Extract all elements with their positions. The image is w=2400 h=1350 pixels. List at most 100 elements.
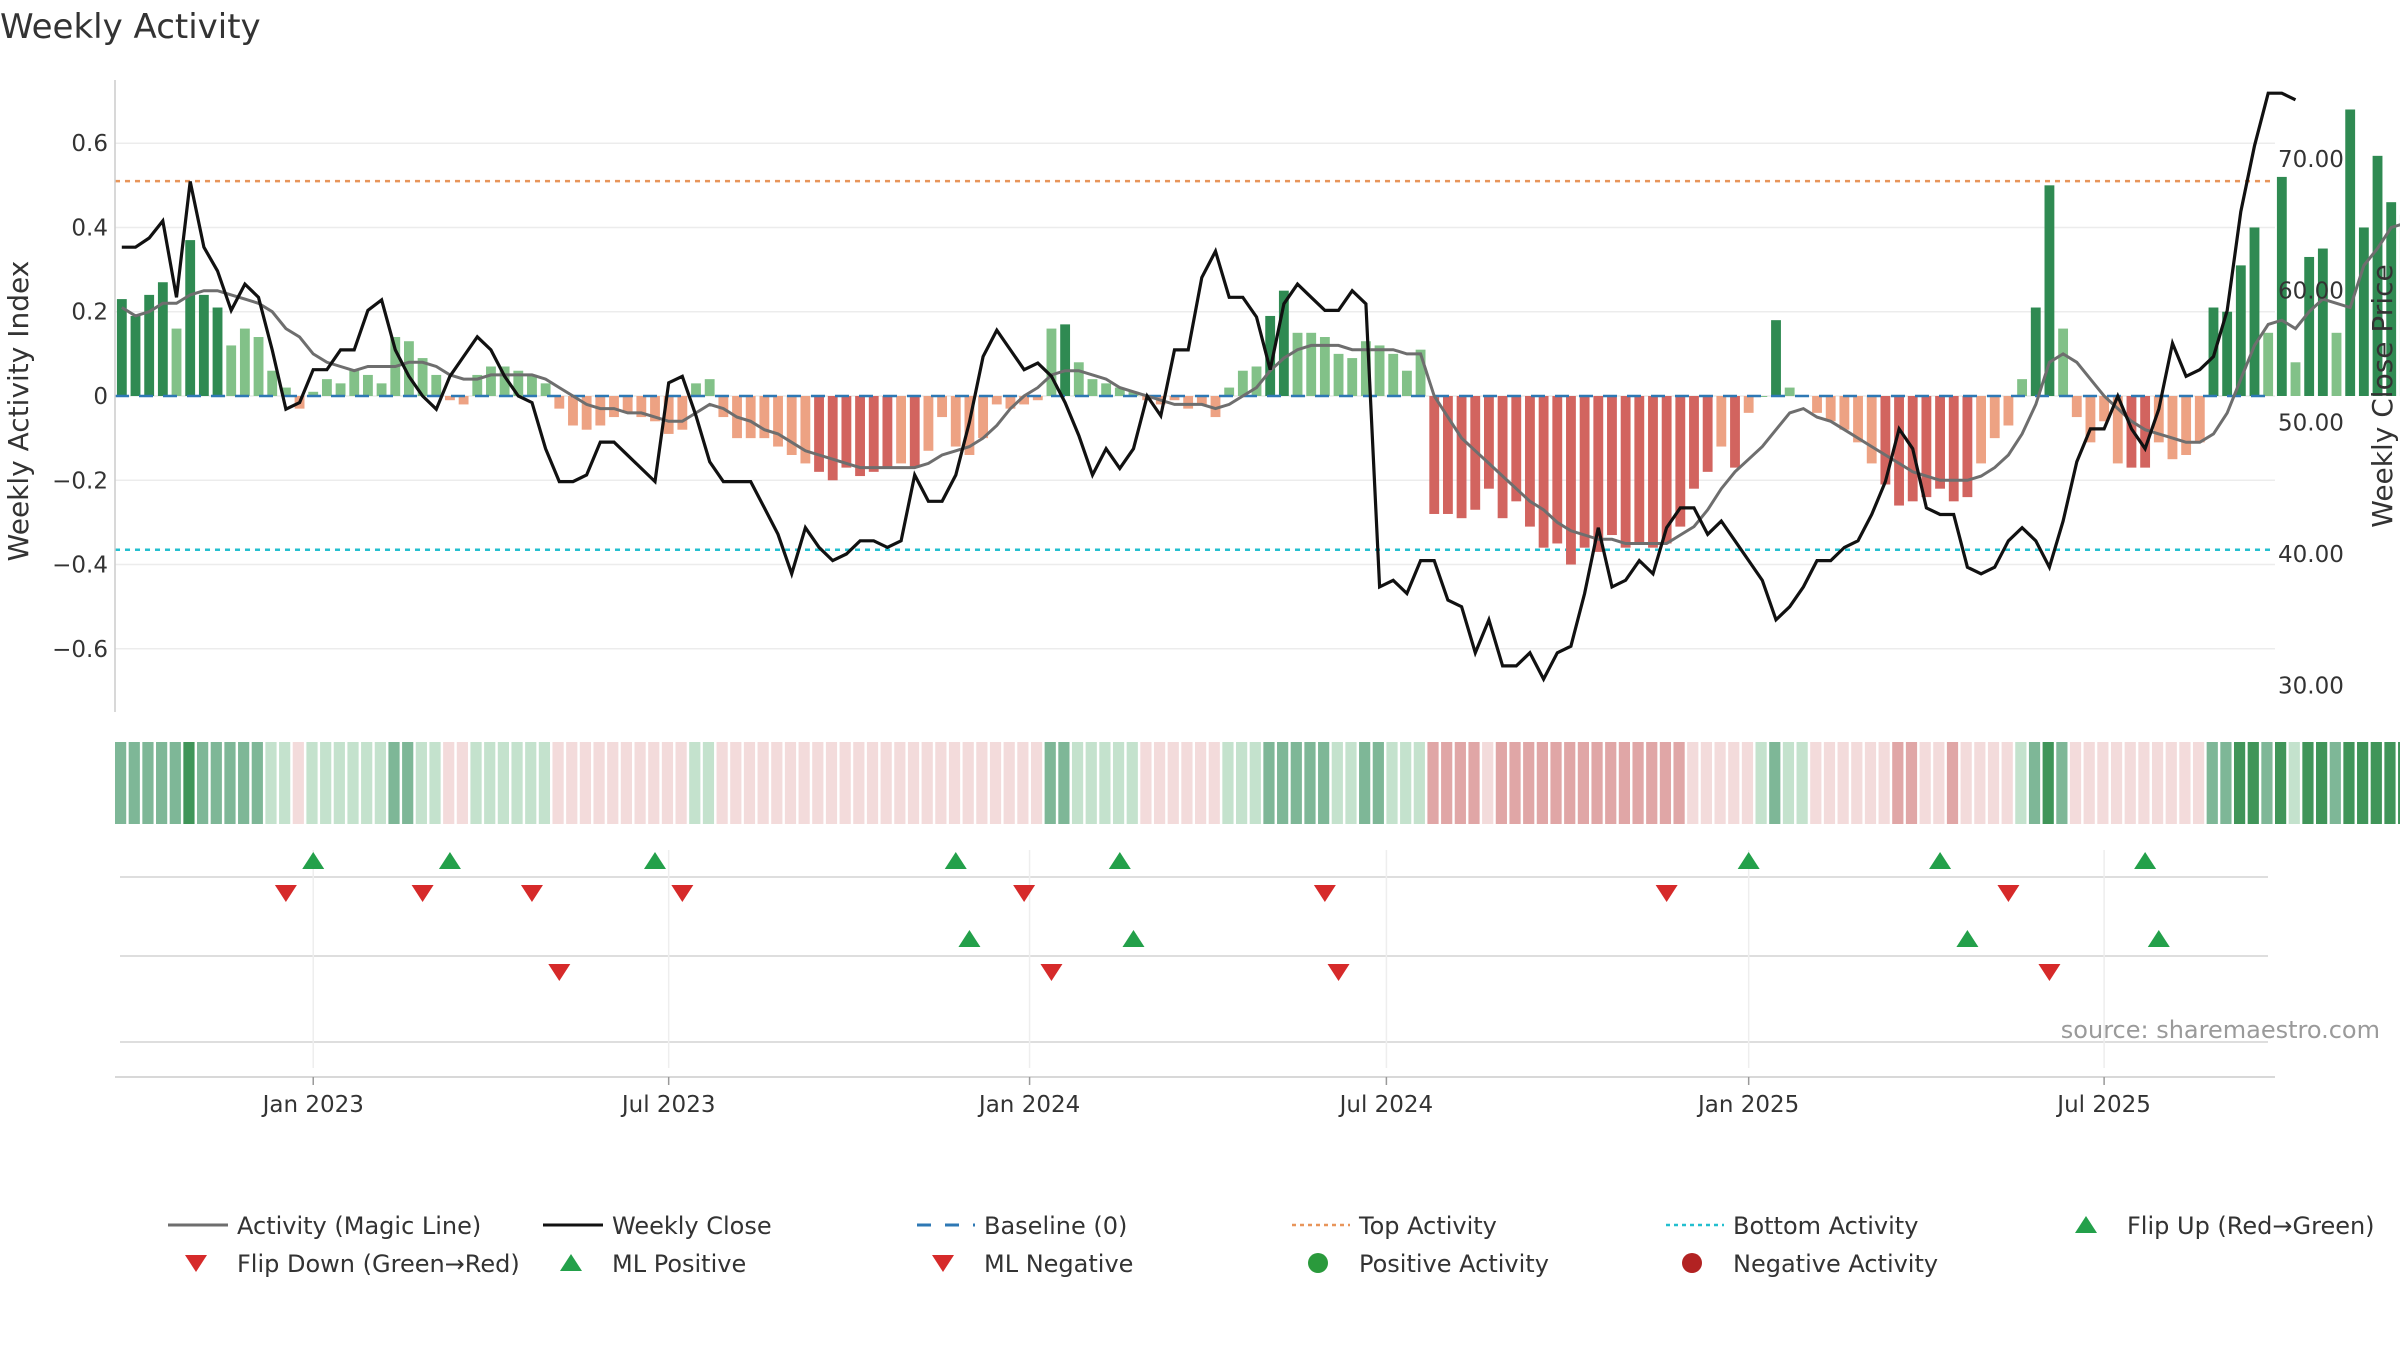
heat-cell <box>921 742 933 824</box>
heat-cell <box>1646 742 1658 824</box>
heat-cell <box>1153 742 1166 824</box>
heat-cell <box>1919 742 1931 824</box>
activity-bar <box>2099 396 2110 422</box>
heat-cell <box>702 742 715 824</box>
activity-bar <box>2112 396 2123 464</box>
activity-bar <box>1005 396 1016 409</box>
heat-cell <box>620 742 633 824</box>
activity-bar <box>2140 396 2151 468</box>
heat-cell <box>1946 742 1959 824</box>
series-lines <box>115 91 2400 683</box>
flip-up-marker <box>1929 852 1952 869</box>
heat-cell <box>1126 742 1138 824</box>
activity-bar <box>157 282 168 396</box>
activity-bar <box>1935 396 1945 489</box>
heat-cell <box>1236 742 1248 824</box>
legend-item: Top Activity <box>1292 1212 1497 1240</box>
heat-cell <box>1823 742 1836 824</box>
activity-bar <box>1962 396 1973 498</box>
flip-down-marker <box>1997 885 2020 902</box>
activity-bar <box>1866 396 1877 464</box>
y-left-tick-label: 0.4 <box>71 215 108 241</box>
heat-cell <box>1851 742 1863 824</box>
heat-cell <box>224 742 236 824</box>
activity-bar <box>1265 315 1276 396</box>
ml-positive-marker <box>958 930 981 947</box>
legend-item: Flip Up (Red→Green) <box>2075 1212 2375 1240</box>
flip-down-marker <box>520 885 543 902</box>
ml-negative-marker <box>1040 964 1063 981</box>
activity-bar <box>896 396 906 464</box>
flip-up-marker <box>944 852 967 869</box>
heat-cell <box>1372 742 1384 824</box>
activity-bar <box>1853 396 1863 443</box>
heat-cell <box>1318 742 1330 824</box>
activity-bar <box>130 315 141 396</box>
heat-cell <box>1495 742 1507 824</box>
activity-bar <box>1921 396 1932 498</box>
flip-down-marker <box>671 885 694 902</box>
heat-cell <box>1427 742 1439 824</box>
legend-swatch-triangle-down <box>185 1255 207 1272</box>
heat-cell <box>2384 742 2396 824</box>
heat-cell <box>456 742 468 824</box>
legend-item: Baseline (0) <box>917 1212 1127 1240</box>
y-right-tick-label: 40.00 <box>2278 542 2344 568</box>
activity-bar <box>431 374 442 396</box>
heat-cell <box>853 742 865 824</box>
heat-cell <box>2138 742 2150 824</box>
heat-cell <box>798 742 810 824</box>
heat-cell <box>1140 742 1152 824</box>
heat-cell <box>689 742 701 824</box>
flip-up-marker <box>1108 852 1131 869</box>
legend-label: ML Positive <box>612 1250 746 1278</box>
heat-cell <box>1591 742 1603 824</box>
signal-markers <box>120 850 2268 1068</box>
activity-bar <box>937 396 948 418</box>
heat-cell <box>1030 742 1043 824</box>
activity-bar <box>1839 396 1850 430</box>
flip-down-marker <box>274 885 297 902</box>
activity-bar <box>253 337 264 396</box>
activity-bar <box>554 396 565 409</box>
heat-cell <box>1482 742 1494 824</box>
heat-cell <box>839 742 851 824</box>
activity-bar <box>362 374 373 396</box>
activity-bar <box>2276 176 2287 396</box>
activity-bar <box>704 379 715 396</box>
activity-bar <box>609 396 619 418</box>
activity-bar <box>1401 370 1412 396</box>
heat-cell <box>935 742 947 824</box>
activity-bar <box>2263 332 2274 396</box>
activity-bar <box>1702 396 1713 472</box>
heat-cell <box>1413 742 1425 824</box>
heat-cell <box>511 742 523 824</box>
activity-bar <box>1456 396 1467 519</box>
y-left-tick-label: −0.4 <box>52 553 108 579</box>
activity-bar <box>1470 396 1481 510</box>
activity-bar <box>1525 396 1535 527</box>
heat-cell <box>2316 742 2328 824</box>
heat-cell <box>1468 742 1480 824</box>
legend-item: ML Negative <box>932 1250 1133 1278</box>
heat-cell <box>2329 742 2341 824</box>
activity-bar <box>1019 396 1030 405</box>
heat-cell <box>880 742 892 824</box>
heat-cell <box>2069 742 2082 824</box>
heat-cell <box>402 742 414 824</box>
y-left-tick-label: 0 <box>93 384 108 410</box>
heat-cell <box>470 742 482 824</box>
activity-bar <box>1538 396 1549 548</box>
flip-down-marker <box>1655 885 1678 902</box>
activity-bar <box>1210 396 1221 418</box>
activity-bar <box>2044 185 2055 396</box>
heat-cell <box>1837 742 1849 824</box>
heat-cell <box>730 742 742 824</box>
activity-bar <box>636 396 647 418</box>
x-tick-label: Jul 2025 <box>2055 1092 2151 1118</box>
heat-cell <box>1632 742 1644 824</box>
activity-bar <box>1073 362 1084 396</box>
chart-title: Weekly Activity <box>0 7 261 47</box>
legend-swatch-triangle-up <box>2075 1216 2097 1233</box>
